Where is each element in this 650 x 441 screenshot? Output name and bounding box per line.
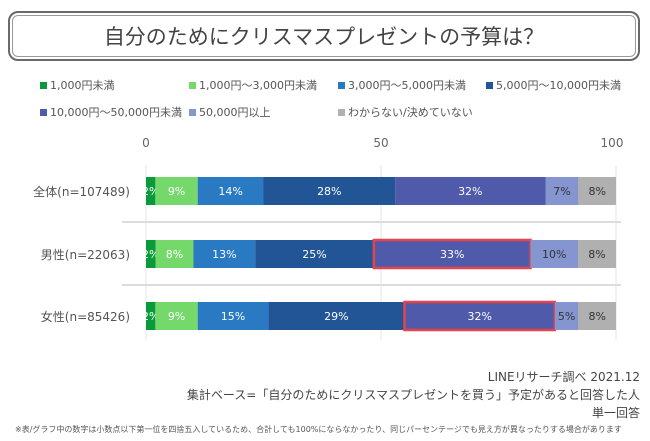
data-label: 10% [542,248,566,261]
data-label: 2% [142,185,159,198]
source-note: LINEリサーチ調べ 2021.12 [487,370,640,384]
data-label: 29% [324,310,348,323]
data-label: 5% [558,310,575,323]
legend-swatch [40,108,47,116]
bar-segment [373,240,531,268]
bar-segment [404,302,555,330]
data-label: 9% [168,310,185,323]
data-label: 32% [467,310,491,323]
data-label: 15% [221,310,245,323]
data-label: 32% [458,185,482,198]
legend-label: 5,000円～10,000円未満 [496,79,621,92]
data-label: 33% [440,248,464,261]
data-label: 8% [588,310,605,323]
legend-swatch [189,81,196,89]
legend-item: 50,000円以上 [189,104,271,120]
x-tick: 50 [373,136,389,150]
legend-swatch [40,81,47,89]
legend-label: わからない/決めていない [348,106,473,119]
data-label: 2% [142,310,159,323]
data-label: 28% [317,185,341,198]
bar-segment [268,302,405,330]
bar-segment [578,177,616,205]
legend-item: 3,000円～5,000円未満 [338,77,466,93]
base-note: 集計ベース=「自分のためにクリスマスプレゼントを買う」予定があると回答した人 [186,388,640,402]
data-label: 9% [168,185,185,198]
bar-segment [155,302,198,330]
legend-item: 10,000円～50,000円未満 [40,104,182,120]
category-label: 男性(n=22063) [40,248,130,262]
chart-title: 自分のためにクリスマスプレゼントの予算は？ [8,11,640,61]
category-label: 全体(n=107489) [33,185,130,199]
bar-segment [554,302,579,330]
bar-segment [545,177,579,205]
data-label: 25% [302,248,326,261]
legend-swatch [486,81,493,89]
bar-segment [263,177,396,205]
bar-segment [193,240,256,268]
bar-segment [578,302,616,330]
x-tick: 0 [142,136,150,150]
legend-label: 1,000円未満 [50,79,115,92]
legend-swatch [338,81,345,89]
legend-label: 1,000円～3,000円未満 [199,79,317,92]
bar-segment [146,302,156,330]
legend-item: わからない/決めていない [338,104,473,120]
data-label: 8% [588,185,605,198]
bar-segment [530,240,579,268]
bar-segment [197,177,264,205]
legend-label: 50,000円以上 [199,106,271,119]
bar-segment [155,177,198,205]
legend-item: 5,000円～10,000円未満 [486,77,621,93]
bar-segment [197,302,269,330]
x-tick: 100 [600,136,624,150]
data-label: 14% [218,185,242,198]
bar-segment [578,240,616,268]
bar-segment [395,177,546,205]
data-label: 8% [588,248,605,261]
data-label: 8% [166,248,183,261]
bar-segment [155,240,194,268]
legend-item: 1,000円～3,000円未満 [189,77,317,93]
legend-swatch [338,108,345,116]
bar-segment [146,177,156,205]
answer-type-note: 単一回答 [591,406,640,420]
legend-item: 1,000円未満 [40,77,115,93]
data-label: 7% [553,185,570,198]
bar-segment [146,240,156,268]
data-label: 2% [142,248,159,261]
legend-label: 3,000円～5,000円未満 [348,79,466,92]
category-label: 女性(n=85426) [40,310,130,324]
footnote: ※表/グラフ中の数字は小数点以下第一位を四捨五入しているため、合計しても100%… [15,425,622,434]
bar-segment [255,240,374,268]
legend-label: 10,000円～50,000円未満 [50,106,182,119]
legend-swatch [189,108,196,116]
data-label: 13% [212,248,236,261]
